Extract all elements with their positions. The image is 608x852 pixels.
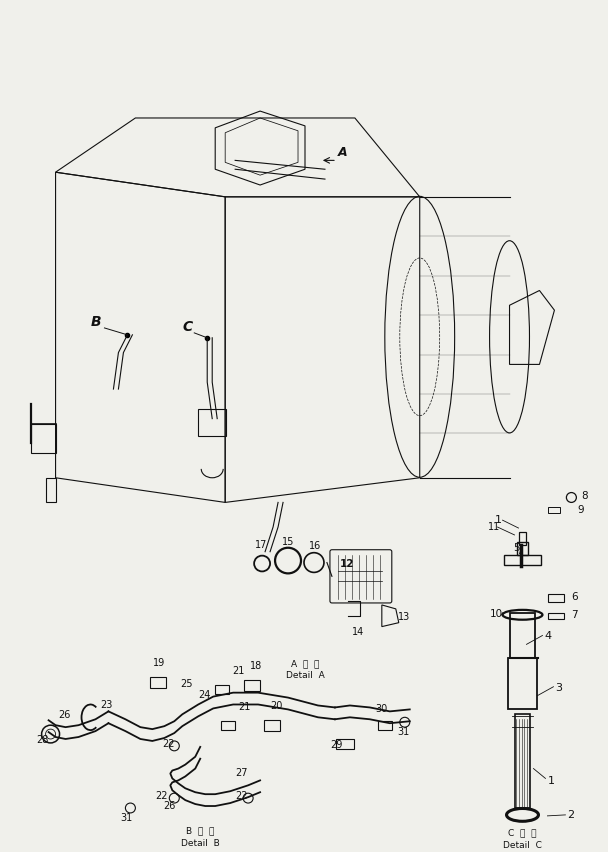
Bar [215,685,229,694]
Text: 19: 19 [153,657,165,667]
Text: 1: 1 [494,515,502,525]
Text: 24: 24 [198,688,210,699]
Bar [508,659,537,710]
Text: 14: 14 [352,625,364,636]
Text: 30: 30 [375,704,387,713]
Text: 10: 10 [489,608,503,618]
Bar [378,722,392,730]
Text: 31: 31 [398,726,410,736]
Bar [519,532,527,545]
Bar [198,409,226,437]
Text: 1: 1 [547,775,554,786]
Text: 28: 28 [36,734,49,744]
Text: 26: 26 [164,800,176,810]
Bar [150,677,167,688]
Text: 11: 11 [488,521,500,532]
Text: 23: 23 [100,699,113,710]
Bar [264,721,280,731]
Text: 21: 21 [238,701,250,711]
Text: C  詳  細
Detail  C: C 詳 細 Detail C [503,828,542,849]
Bar [510,613,536,659]
Text: B  詳  細
Detail  B: B 詳 細 Detail B [181,826,219,847]
Text: 31: 31 [120,812,133,822]
Text: 7: 7 [572,609,578,619]
Bar [30,424,55,453]
Text: 5: 5 [514,542,520,552]
Bar [548,508,561,514]
Text: 26: 26 [58,710,71,719]
Text: A  詳  細
Detail  A: A 詳 細 Detail A [286,659,325,679]
Text: C: C [182,320,192,333]
Text: 16: 16 [309,540,321,550]
Text: 18: 18 [250,660,263,671]
Text: 3: 3 [556,682,562,692]
Bar [244,680,260,691]
Bar [221,722,235,730]
Text: 2: 2 [567,809,575,819]
Bar [503,555,542,566]
Text: 17: 17 [255,539,268,550]
Bar [548,595,564,602]
Text: 13: 13 [398,611,410,621]
Text: 27: 27 [235,768,247,778]
Bar [517,542,528,555]
Text: 8: 8 [581,491,588,501]
Text: 12: 12 [340,559,354,569]
Text: B: B [91,314,101,329]
Text: 22: 22 [162,738,175,748]
Text: 29: 29 [330,739,342,749]
Text: 25: 25 [181,678,193,688]
Text: 9: 9 [578,504,584,515]
Bar [548,613,564,619]
Bar [514,715,531,808]
Text: 6: 6 [572,591,578,602]
Text: 22: 22 [235,790,247,800]
Text: A: A [338,147,348,159]
Bar [336,740,354,749]
Text: 20: 20 [270,700,283,711]
Text: 4: 4 [544,630,551,641]
Text: 21: 21 [232,665,244,675]
Text: 15: 15 [282,536,294,546]
Text: 22: 22 [155,790,168,800]
